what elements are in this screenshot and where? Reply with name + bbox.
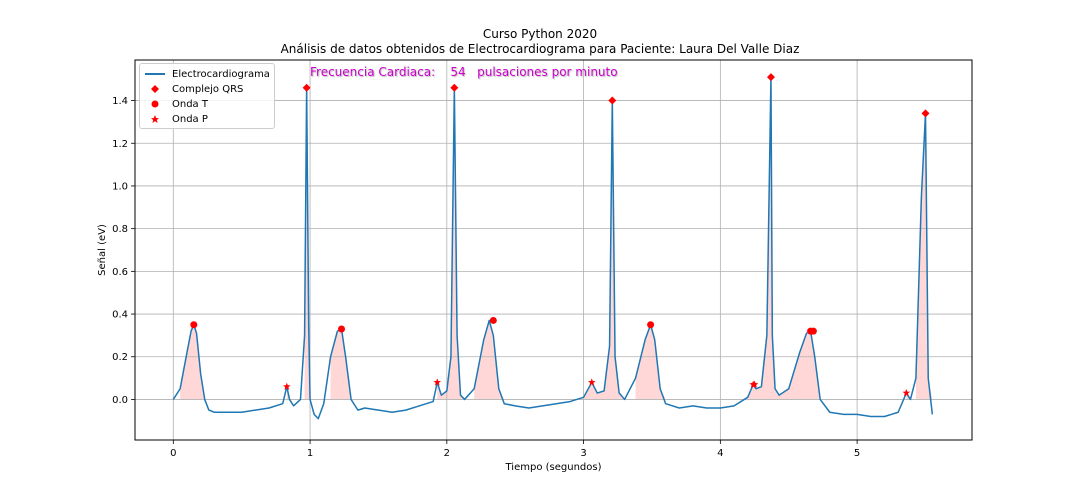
- x-tick-label: 4: [717, 448, 723, 459]
- p-wave-marker: [587, 378, 596, 386]
- y-tick-label: 1.0: [112, 181, 128, 192]
- ecg-line-group: [172, 76, 934, 420]
- chart-title-line-1: Curso Python 2020: [482, 27, 598, 41]
- axis-ticks: 0 1 2 3 4 5 0.0 0.2 0.4 0.6 0.8 1.0 1.2 1.4: [112, 96, 860, 459]
- y-tick-label: 0.0: [112, 395, 128, 406]
- legend-label-t: Onda T: [172, 98, 208, 110]
- x-tick-label: 2: [444, 448, 450, 459]
- ecg-line: [172, 76, 934, 420]
- qrs-marker: [302, 83, 311, 92]
- legend-item-p: Onda P: [140, 112, 208, 126]
- t-wave-marker: [647, 321, 655, 329]
- t-wave-marker: [190, 321, 198, 329]
- x-axis-label: Tiempo (segundos): [505, 462, 602, 473]
- legend-label-p: Onda P: [172, 113, 208, 125]
- y-tick-label: 0.8: [112, 224, 128, 235]
- legend-item-t: Onda T: [140, 97, 208, 111]
- p-wave-marker: [902, 389, 911, 397]
- qrs-marker: [921, 109, 930, 118]
- x-tick-label: 5: [854, 448, 860, 459]
- y-tick-label: 0.2: [112, 352, 128, 363]
- qrs-marker: [766, 73, 775, 82]
- qrs-marker: [608, 96, 617, 105]
- wave-fill: [635, 324, 666, 400]
- wave-fill: [583, 100, 625, 400]
- p-wave-marker: [433, 378, 442, 386]
- heart-rate-annotation: Frecuencia Cardiaca: 54 pulsaciones por …: [310, 65, 618, 79]
- x-tick-label: 0: [170, 448, 176, 459]
- t-wave-marker: [338, 325, 346, 333]
- wave-fill-group: [180, 77, 933, 400]
- wave-fill: [915, 113, 933, 400]
- marker-group: [190, 73, 930, 397]
- plot-frame: [134, 59, 973, 441]
- wave-fill: [747, 77, 821, 400]
- legend-label-ecg: Electrocardiograma: [172, 68, 270, 80]
- p-wave-marker: [283, 382, 291, 390]
- legend-item-ecg: Electrocardiograma: [140, 67, 270, 81]
- chart-title-line-2: Análisis de datos obtenidos de Electroca…: [280, 42, 800, 56]
- wave-fill: [330, 328, 352, 400]
- y-tick-label: 1.2: [112, 139, 128, 150]
- wave-fill: [180, 324, 205, 400]
- y-tick-label: 1.4: [112, 96, 128, 107]
- y-tick-label: 0.6: [112, 267, 128, 278]
- legend-label-qrs: Complejo QRS: [172, 83, 244, 95]
- legend: Electrocardiograma Complejo QRS Onda T O…: [139, 63, 275, 129]
- qrs-marker: [450, 83, 459, 92]
- x-tick-label: 1: [307, 448, 313, 459]
- t-wave-marker: [489, 316, 497, 324]
- x-tick-label: 3: [580, 448, 586, 459]
- y-axis-label: Señal (eV): [97, 224, 108, 276]
- wave-fill: [474, 320, 505, 400]
- legend-item-qrs: Complejo QRS: [140, 82, 243, 96]
- p-wave-marker: [750, 380, 759, 388]
- y-tick-label: 0.4: [112, 310, 128, 321]
- t-wave-marker: [809, 327, 817, 335]
